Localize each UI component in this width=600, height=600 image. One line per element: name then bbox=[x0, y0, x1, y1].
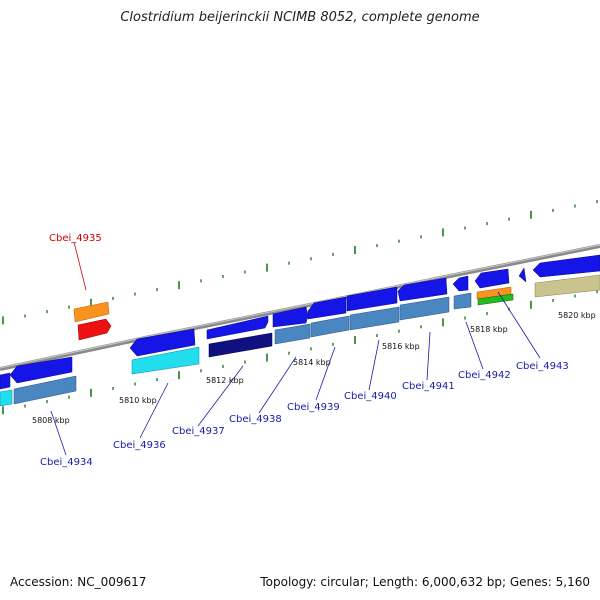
gene-label-cbei-4943[interactable]: Cbei_4943 bbox=[516, 361, 569, 372]
feature-gene-4943b[interactable] bbox=[518, 267, 527, 283]
feature-cbei-4935-red[interactable] bbox=[77, 318, 112, 341]
feature-gene-4939[interactable] bbox=[307, 296, 347, 320]
feature-product-4943-green[interactable] bbox=[477, 293, 514, 306]
genome-summary-text: Topology: circular; Length: 6,000,632 bp… bbox=[260, 575, 590, 589]
feature-product-4943-orange[interactable] bbox=[476, 286, 512, 300]
feature-gene-4944[interactable] bbox=[532, 254, 600, 278]
feature-gene-4940[interactable] bbox=[346, 286, 398, 312]
feature-product-4942[interactable] bbox=[453, 292, 472, 310]
kbp-label: 5810 kbp bbox=[119, 396, 157, 405]
accession-text: Accession: NC_009617 bbox=[10, 575, 147, 589]
feature-product-4939[interactable] bbox=[310, 315, 350, 338]
genome-backbone bbox=[0, 244, 600, 371]
gene-label-cbei-4942[interactable]: Cbei_4942 bbox=[458, 370, 511, 381]
genome-backbone-highlight bbox=[0, 244, 600, 369]
feature-cbei-4935-orange[interactable] bbox=[73, 301, 110, 323]
kbp-label: 5820 kbp bbox=[558, 311, 596, 320]
callout-line-red bbox=[73, 241, 87, 291]
inner-tick-ring bbox=[2, 290, 598, 415]
gene-label-cbei-4940[interactable]: Cbei_4940 bbox=[344, 391, 397, 402]
feature-gene-4937[interactable] bbox=[206, 315, 269, 340]
feature-gene-4934b[interactable] bbox=[9, 356, 73, 384]
outer-tick-ring bbox=[2, 200, 598, 325]
feature-gene-4943a[interactable] bbox=[474, 268, 510, 289]
feature-product-4937[interactable] bbox=[208, 332, 273, 358]
gene-label-cbei-4935[interactable]: Cbei_4935 bbox=[49, 233, 102, 244]
feature-gene-4934a[interactable] bbox=[0, 372, 11, 390]
gene-label-cbei-4941[interactable]: Cbei_4941 bbox=[402, 381, 455, 392]
kbp-label: 5816 kbp bbox=[382, 342, 420, 351]
feature-gene-4941[interactable] bbox=[397, 277, 448, 302]
feature-product-4936[interactable] bbox=[131, 346, 200, 375]
map-title: Clostridium beijerinckii NCIMB 8052, com… bbox=[120, 10, 480, 25]
gene-label-cbei-4937[interactable]: Cbei_4937 bbox=[172, 426, 225, 437]
feature-product-4944[interactable] bbox=[534, 274, 600, 298]
callout-lines bbox=[50, 291, 541, 456]
kbp-label: 5818 kbp bbox=[470, 325, 508, 334]
feature-gene-4938[interactable] bbox=[272, 306, 309, 328]
feature-product-4934b[interactable] bbox=[13, 375, 77, 405]
feature-product-4941[interactable] bbox=[399, 296, 450, 321]
gene-label-cbei-4938[interactable]: Cbei_4938 bbox=[229, 414, 282, 425]
feature-gene-4942[interactable] bbox=[452, 275, 469, 292]
feature-product-4938[interactable] bbox=[274, 323, 311, 345]
feature-product-4934a[interactable] bbox=[0, 389, 13, 407]
feature-product-4940[interactable] bbox=[349, 306, 400, 331]
kbp-label: 5812 kbp bbox=[206, 376, 244, 385]
kbp-label: 5814 kbp bbox=[293, 358, 331, 367]
feature-gene-4936[interactable] bbox=[129, 328, 196, 357]
gene-label-cbei-4934[interactable]: Cbei_4934 bbox=[40, 457, 93, 468]
gene-label-cbei-4936[interactable]: Cbei_4936 bbox=[113, 440, 166, 451]
gene-label-cbei-4939[interactable]: Cbei_4939 bbox=[287, 402, 340, 413]
kbp-label: 5808 kbp bbox=[32, 416, 70, 425]
